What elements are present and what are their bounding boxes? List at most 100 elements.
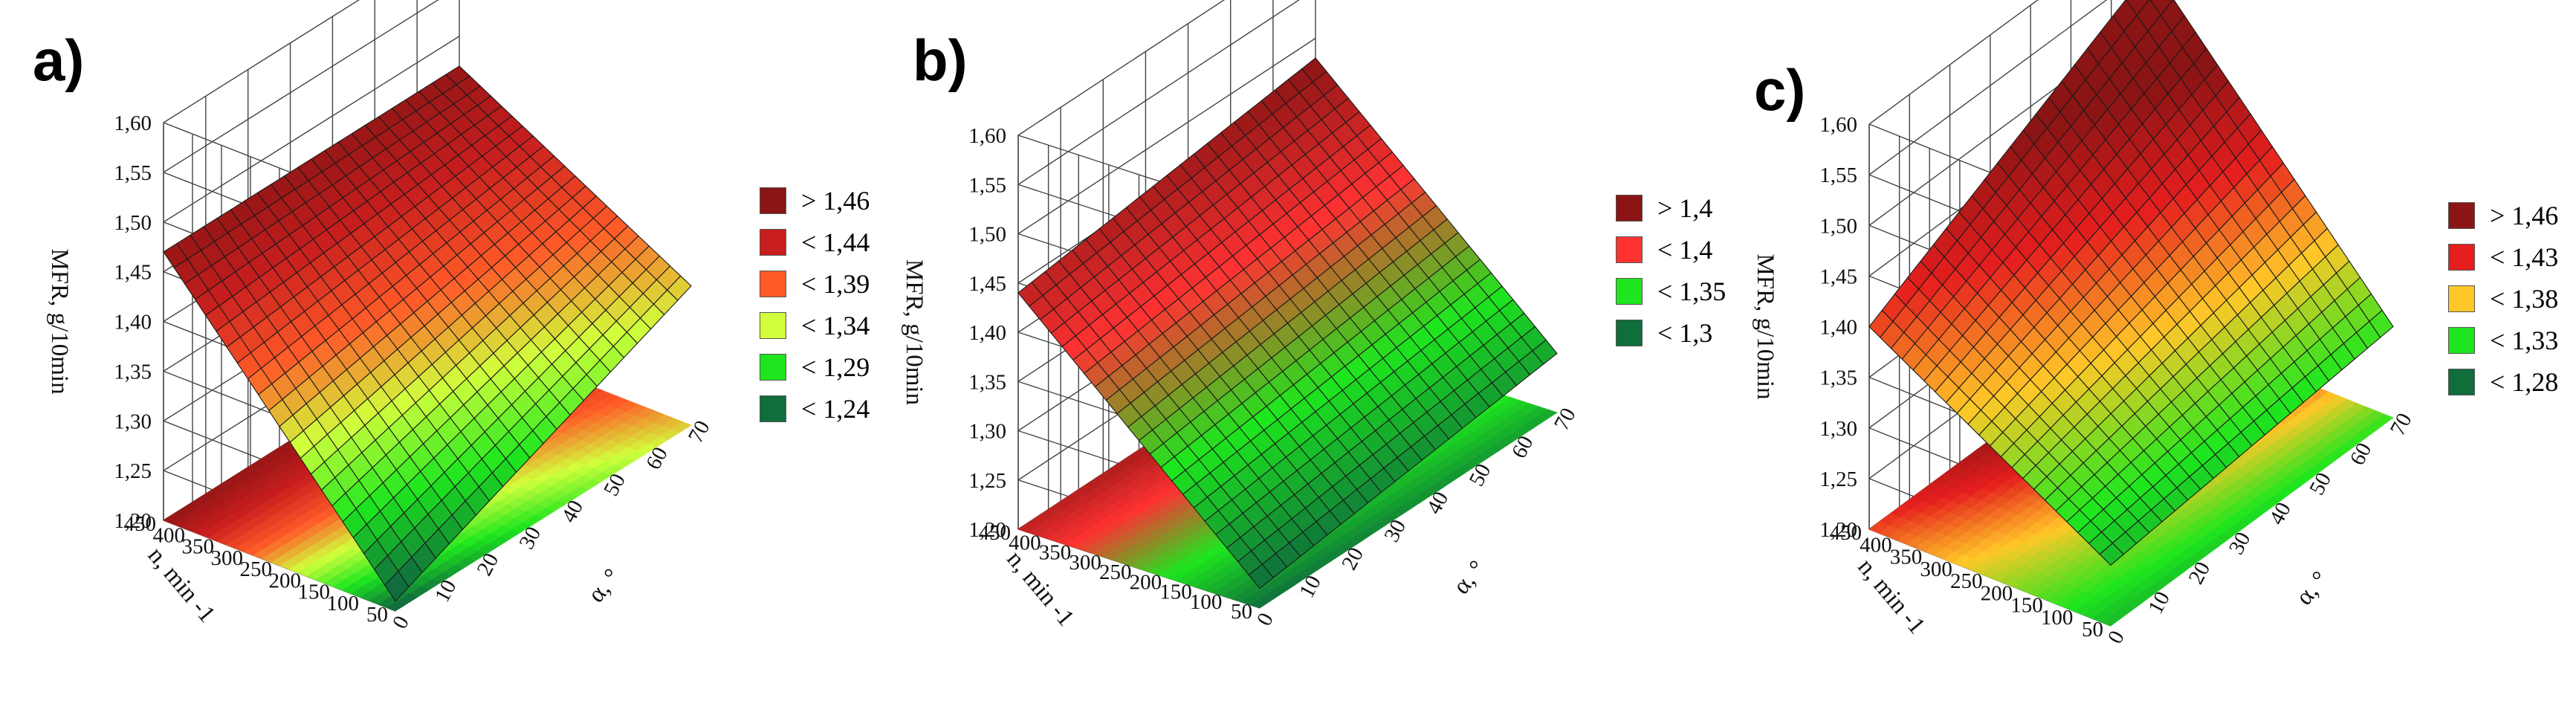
z-tick-label: 1,25 — [1819, 468, 1857, 491]
y-tick-label: 150 — [298, 581, 331, 604]
surface-cell — [2369, 309, 2394, 338]
panel-a: 1,20 1,25 1,30 1,35 1,40 1,45 1,50 1,55 1,60 0 10 2… — [0, 0, 870, 721]
x-axis-label: α, ° — [2291, 566, 2334, 610]
y-tick-label: 200 — [1130, 570, 1162, 594]
y-tick-label: 50 — [366, 603, 388, 627]
legend-item: < 1,28 — [2448, 361, 2558, 403]
z-tick-label: 1,45 — [114, 261, 152, 285]
surface-plot-c: 1,201,251,301,351,401,451,501,551,600102… — [1752, 0, 2417, 647]
legend-item: > 1,46 — [760, 180, 870, 222]
surface-cell — [1532, 339, 1558, 365]
y-tick-label: 350 — [182, 535, 215, 559]
y-tick-label: 300 — [1920, 557, 1952, 581]
legend-item: > 1,46 — [2448, 195, 2558, 236]
legend-label: < 1,28 — [2490, 367, 2559, 397]
z-tick-label: 1,30 — [114, 410, 152, 433]
legend-swatch — [760, 271, 786, 297]
x-axis-label: α, ° — [1448, 555, 1491, 599]
z-axis-label: MFR, g/10min — [46, 248, 73, 394]
surface-cell — [666, 275, 692, 301]
gridline-z-right — [1017, 0, 1226, 136]
legend-item: < 1,43 — [2448, 236, 2558, 278]
legend-label: < 1,43 — [2490, 242, 2559, 272]
gridline-z-right — [1868, 0, 2039, 125]
y-tick-label: 400 — [153, 523, 186, 547]
z-tick-label: 1,55 — [114, 161, 152, 185]
legend-swatch — [760, 187, 786, 214]
z-tick-label: 1,20 — [968, 518, 1006, 542]
legend-item: > 1,4 — [1616, 187, 1726, 229]
surface-mesh — [1868, 0, 2394, 566]
legend-label: < 1,44 — [801, 227, 870, 257]
z-tick-label: 1,40 — [114, 311, 152, 334]
legend-swatch — [1616, 195, 1643, 222]
z-axis-label: MFR, g/10min — [1752, 253, 1779, 399]
z-tick-label: 1,20 — [1819, 518, 1857, 542]
legend-label: < 1,38 — [2490, 284, 2559, 314]
y-tick-label: 200 — [269, 569, 302, 592]
legend-item: < 1,24 — [760, 388, 870, 430]
z-tick-label: 1,35 — [114, 360, 152, 384]
z-tick-label: 1,40 — [1819, 316, 1857, 340]
legend-label: > 1,4 — [1657, 193, 1713, 223]
panel-label-b: b) — [913, 28, 968, 93]
y-tick-label: 450 — [1830, 521, 1863, 545]
legend-swatch — [2448, 327, 2475, 354]
x-tick-label: 70 — [1550, 404, 1581, 435]
y-tick-label: 100 — [2041, 606, 2074, 630]
legend-swatch — [760, 354, 786, 381]
legend-b: > 1,4 < 1,4 < 1,35 < 1,3 — [1616, 187, 1726, 354]
legend-item: < 1,38 — [2448, 278, 2558, 320]
y-tick-label: 150 — [1159, 581, 1192, 604]
legend-label: < 1,3 — [1657, 318, 1713, 348]
z-tick-label: 1,60 — [114, 111, 152, 135]
legend-item: < 1,44 — [760, 222, 870, 263]
y-tick-label: 250 — [1950, 569, 1983, 593]
z-tick-label: 1,45 — [1819, 265, 1857, 288]
gridline-z-right — [1868, 0, 2108, 175]
legend-swatch — [1616, 278, 1643, 305]
z-tick-label: 1,40 — [968, 321, 1006, 345]
z-tick-label: 1,45 — [968, 272, 1006, 296]
legend-label: < 1,33 — [2490, 326, 2559, 355]
z-tick-label: 1,55 — [968, 173, 1006, 197]
y-tick-label: 50 — [1231, 600, 1252, 624]
panel-b: 1,20 1,25 1,30 1,35 1,40 1,45 1,50 1,55 1,60 0 10 2… — [855, 0, 1726, 721]
legend-label: < 1,24 — [801, 394, 870, 424]
z-axis-label: MFR, g/10min — [901, 259, 928, 405]
legend-label: < 1,34 — [801, 311, 870, 340]
x-axis-label: α, ° — [583, 563, 626, 607]
y-tick-label: 300 — [1069, 551, 1101, 575]
y-tick-label: 50 — [2082, 618, 2103, 641]
y-tick-label: 300 — [211, 546, 244, 570]
z-tick-label: 1,35 — [968, 370, 1006, 394]
x-tick-label: 0 — [1252, 609, 1278, 630]
z-tick-label: 1,35 — [1819, 366, 1857, 390]
legend-item: < 1,39 — [760, 263, 870, 305]
legend-swatch — [2448, 244, 2475, 271]
legend-swatch — [2448, 202, 2475, 229]
legend-c: > 1,46 < 1,43 < 1,38 < 1,33 < 1,28 — [2448, 195, 2558, 403]
surface-plot-a: 1,201,251,301,351,401,451,501,551,600102… — [46, 0, 715, 633]
x-tick-label: 70 — [684, 417, 715, 447]
x-tick-label: 0 — [2103, 627, 2129, 647]
z-tick-label: 1,60 — [968, 124, 1006, 148]
z-tick-label: 1,20 — [114, 509, 152, 533]
z-tick-label: 1,30 — [1819, 417, 1857, 441]
legend-swatch — [1616, 236, 1643, 263]
x-tick-label: 70 — [2386, 410, 2417, 440]
y-tick-label: 350 — [1890, 546, 1923, 569]
y-tick-label: 450 — [979, 521, 1012, 545]
y-tick-label: 250 — [240, 557, 273, 581]
y-tick-label: 100 — [1190, 590, 1223, 614]
surface-plot-b: 1,201,251,301,351,401,451,501,551,600102… — [901, 0, 1581, 632]
y-tick-label: 200 — [1981, 581, 2013, 605]
y-tick-label: 450 — [124, 512, 157, 536]
z-tick-label: 1,55 — [1819, 164, 1857, 187]
legend-label: > 1,46 — [2490, 201, 2559, 230]
legend-swatch — [2448, 369, 2475, 395]
legend-item: < 1,34 — [760, 305, 870, 346]
panel-c: 1,20 1,25 1,30 1,35 1,40 1,45 1,50 1,55 1,60 0 10 2… — [1709, 0, 2576, 721]
legend-item: < 1,4 — [1616, 229, 1726, 271]
z-tick-label: 1,50 — [968, 223, 1006, 247]
